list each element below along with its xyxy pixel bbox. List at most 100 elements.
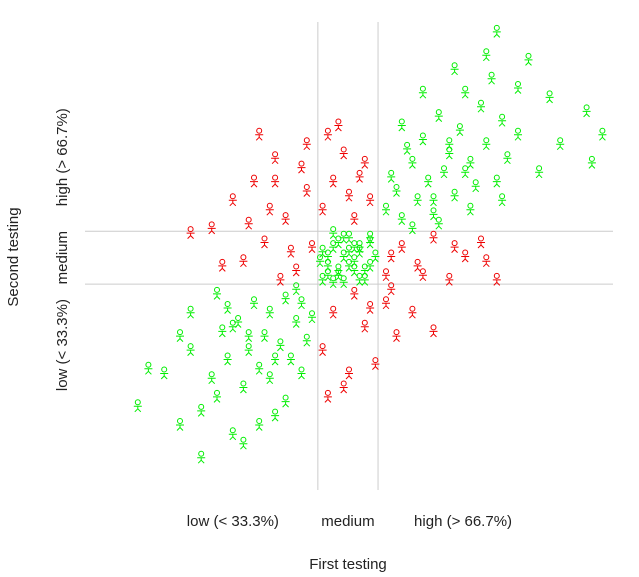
- point-head: [324, 268, 331, 275]
- point-body: [587, 162, 596, 169]
- point-head: [282, 291, 289, 298]
- point-head: [451, 62, 458, 69]
- point: [408, 221, 417, 235]
- point-head: [214, 389, 220, 396]
- point-body: [144, 368, 153, 375]
- point: [429, 324, 438, 338]
- point: [392, 184, 401, 197]
- point-body: [503, 157, 512, 165]
- point-head: [361, 263, 368, 270]
- point: [318, 343, 327, 356]
- point: [387, 282, 396, 296]
- point-head: [536, 165, 543, 172]
- point-body: [323, 396, 332, 403]
- point-head: [261, 235, 268, 242]
- point-body: [292, 321, 301, 328]
- point: [418, 268, 427, 282]
- point-body: [339, 387, 348, 394]
- point: [276, 338, 285, 352]
- point-body: [244, 349, 253, 356]
- point: [318, 272, 327, 286]
- point-body: [213, 396, 221, 403]
- point-body: [223, 307, 232, 314]
- point-head: [229, 427, 236, 434]
- point: [498, 193, 507, 207]
- y-category-label: low (< 33.3%): [54, 299, 71, 391]
- point: [276, 272, 285, 286]
- point-body: [466, 162, 475, 169]
- point-head: [372, 357, 379, 364]
- point: [582, 104, 591, 118]
- point-head: [319, 272, 326, 279]
- point-head: [251, 174, 257, 181]
- point-body: [397, 125, 406, 132]
- point-head: [219, 258, 226, 265]
- point: [271, 174, 280, 188]
- point-body: [429, 213, 438, 221]
- point: [228, 319, 237, 333]
- point-body: [345, 265, 353, 272]
- point-body: [197, 410, 206, 417]
- point-body: [408, 227, 417, 235]
- point-head: [493, 24, 500, 31]
- point-head: [208, 221, 215, 228]
- point-head: [277, 272, 284, 279]
- point-body: [445, 279, 454, 286]
- point-body: [323, 134, 332, 141]
- point: [176, 418, 184, 431]
- point-head: [467, 155, 474, 162]
- point-body: [265, 377, 274, 385]
- point: [207, 221, 216, 235]
- point: [323, 389, 332, 403]
- point-body: [598, 134, 607, 141]
- point: [466, 202, 475, 216]
- point-body: [397, 218, 406, 225]
- point: [228, 427, 237, 441]
- point: [461, 249, 470, 263]
- point-body: [392, 335, 401, 342]
- point: [302, 333, 311, 347]
- point-head: [483, 254, 490, 261]
- point: [329, 226, 338, 239]
- point: [318, 202, 327, 216]
- point-body: [334, 274, 343, 282]
- point-head: [282, 212, 289, 219]
- point-body: [276, 279, 285, 286]
- point-body: [186, 349, 195, 356]
- point-head: [324, 127, 331, 134]
- point: [397, 212, 406, 225]
- point: [302, 137, 311, 151]
- point-body: [403, 148, 412, 155]
- point-body: [418, 139, 427, 146]
- point: [413, 258, 422, 272]
- point: [514, 127, 522, 141]
- point-head: [388, 249, 395, 256]
- point-body: [429, 237, 438, 244]
- point: [434, 216, 443, 230]
- point-head: [293, 282, 300, 289]
- point-body: [461, 171, 470, 179]
- point-body: [339, 237, 348, 244]
- point-head: [245, 343, 252, 350]
- point-body: [461, 256, 470, 263]
- point-body: [234, 321, 243, 328]
- point-body: [207, 377, 216, 385]
- point-body: [345, 251, 353, 258]
- point-body: [455, 129, 464, 136]
- point-head: [240, 436, 247, 443]
- point: [397, 240, 406, 253]
- point: [503, 151, 512, 165]
- point-head: [409, 155, 416, 162]
- point-body: [271, 181, 280, 188]
- point-head: [340, 275, 347, 282]
- point-head: [383, 268, 389, 275]
- point: [329, 240, 338, 253]
- point: [323, 268, 332, 282]
- point-head: [346, 244, 352, 251]
- point: [450, 188, 459, 202]
- point-head: [446, 137, 453, 144]
- point-body: [339, 281, 348, 289]
- point: [250, 296, 258, 310]
- point: [498, 113, 507, 127]
- point-head: [441, 165, 447, 172]
